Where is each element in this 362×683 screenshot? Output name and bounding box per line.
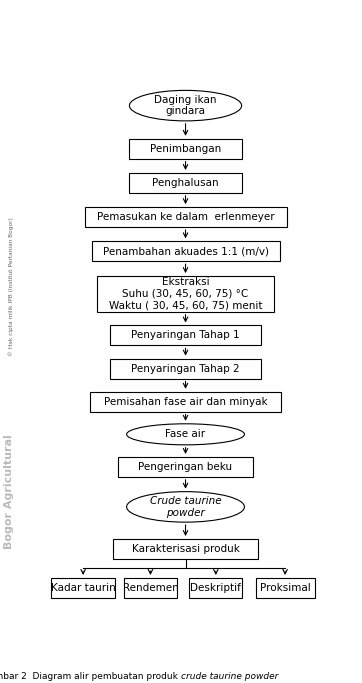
Text: Penghalusan: Penghalusan <box>152 178 219 188</box>
Bar <box>110 326 261 346</box>
Ellipse shape <box>127 423 244 445</box>
Text: crude taurine powder: crude taurine powder <box>181 672 278 681</box>
Bar <box>113 539 258 559</box>
Text: Ekstraksi
Suhu (30, 45, 60, 75) °C
Waktu ( 30, 45, 60, 75) menit: Ekstraksi Suhu (30, 45, 60, 75) °C Waktu… <box>109 277 262 311</box>
Text: Penyaringan Tahap 2: Penyaringan Tahap 2 <box>131 363 240 374</box>
Text: Penambahan akuades 1:1 (m/v): Penambahan akuades 1:1 (m/v) <box>102 247 269 256</box>
Bar <box>97 276 274 311</box>
Bar <box>256 578 315 598</box>
Text: Karakterisasi produk: Karakterisasi produk <box>132 544 239 554</box>
Bar <box>130 139 242 158</box>
Text: Kadar taurin: Kadar taurin <box>51 583 115 593</box>
Text: Pengeringan beku: Pengeringan beku <box>138 462 233 472</box>
Bar <box>110 359 261 378</box>
Bar <box>90 392 281 412</box>
Ellipse shape <box>127 492 244 522</box>
Bar <box>189 578 243 598</box>
Bar <box>85 207 287 227</box>
Text: © Hak cipta milik IPB (Institut Pertanian Bogor): © Hak cipta milik IPB (Institut Pertania… <box>8 217 14 357</box>
Text: Penyaringan Tahap 1: Penyaringan Tahap 1 <box>131 331 240 340</box>
Text: Gambar 2  Diagram alir pembuatan produk: Gambar 2 Diagram alir pembuatan produk <box>0 672 181 681</box>
Bar <box>124 578 177 598</box>
Text: Crude taurine
powder: Crude taurine powder <box>150 496 221 518</box>
Text: Penimbangan: Penimbangan <box>150 143 221 154</box>
Text: Fase air: Fase air <box>165 430 206 439</box>
Text: Pemisahan fase air dan minyak: Pemisahan fase air dan minyak <box>104 397 268 406</box>
Bar <box>51 578 115 598</box>
Bar <box>130 173 242 193</box>
Text: Pemasukan ke dalam  erlenmeyer: Pemasukan ke dalam erlenmeyer <box>97 212 274 222</box>
Bar <box>92 241 279 262</box>
Bar <box>118 457 253 477</box>
Text: Proksimal: Proksimal <box>260 583 311 593</box>
Text: Daging ikan
gindara: Daging ikan gindara <box>154 95 217 116</box>
Text: Bogor Agricultural: Bogor Agricultural <box>4 434 14 549</box>
Ellipse shape <box>130 90 242 121</box>
Text: Deskriptif: Deskriptif <box>190 583 241 593</box>
Text: Rendemen: Rendemen <box>123 583 178 593</box>
